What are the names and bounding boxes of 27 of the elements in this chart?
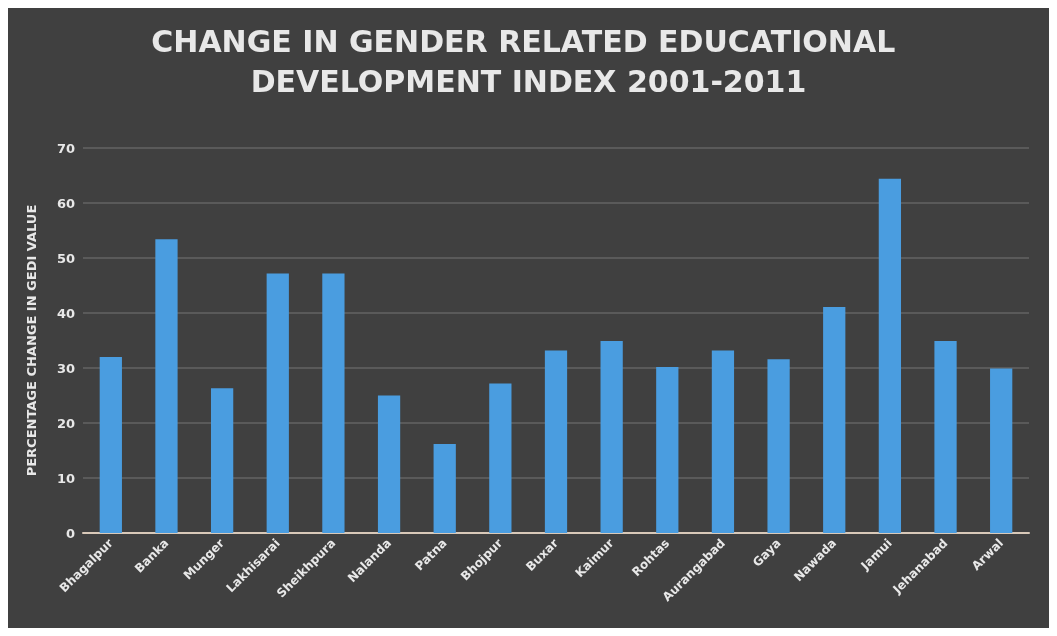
- bar: [878, 178, 902, 533]
- y-tick-label: 0: [65, 525, 75, 541]
- y-tick-label: 30: [56, 360, 75, 376]
- y-tick-label: 40: [56, 305, 75, 321]
- y-tick-label: 70: [56, 140, 75, 156]
- bar: [600, 341, 623, 533]
- bar: [99, 357, 122, 533]
- bar: [711, 350, 735, 533]
- bar: [767, 359, 790, 533]
- bar: [433, 443, 456, 533]
- chart-title: CHANGE IN GENDER RELATED EDUCATIONAL DEVELOPMENT INDEX 2001-2011: [151, 23, 906, 99]
- y-axis-title: PERCENTAGE CHANGE IN GEDI VALUE: [24, 204, 39, 477]
- bar: [266, 273, 289, 533]
- bar: [489, 383, 512, 533]
- y-tick-label: 60: [56, 195, 75, 211]
- bar: [656, 366, 679, 533]
- y-tick-label: 50: [56, 250, 75, 266]
- bar: [544, 350, 568, 533]
- y-tick-label: 10: [56, 470, 75, 486]
- bar: [210, 388, 234, 533]
- bar: [823, 306, 846, 533]
- bar: [322, 273, 345, 533]
- bar: [377, 395, 401, 533]
- bar: [155, 239, 178, 533]
- y-tick-label: 20: [56, 415, 75, 431]
- bar: [934, 341, 957, 533]
- bar: [990, 368, 1013, 533]
